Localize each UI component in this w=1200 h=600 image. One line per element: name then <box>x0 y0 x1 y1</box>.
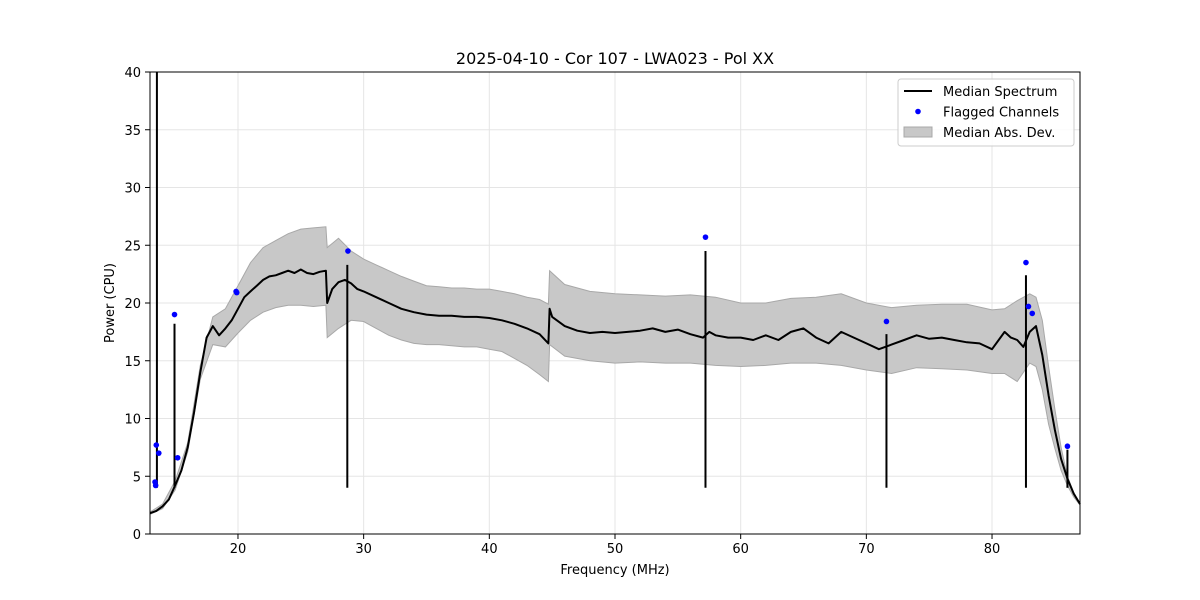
median-spectrum-line <box>149 268 1081 515</box>
y-tick-label: 30 <box>124 182 141 197</box>
y-tick-label: 35 <box>124 124 141 139</box>
legend-label: Median Abs. Dev. <box>943 126 1055 141</box>
y-tick-label: 15 <box>124 355 141 370</box>
flagged-channel-point <box>152 482 159 489</box>
y-tick-label: 20 <box>124 297 141 312</box>
x-tick-label: 20 <box>230 542 247 557</box>
y-tick-label: 10 <box>124 413 141 428</box>
legend-area-swatch <box>903 126 933 138</box>
legend-label: Flagged Channels <box>943 106 1059 121</box>
flagged-channel-point <box>1029 310 1036 317</box>
chart-title: 2025-04-10 - Cor 107 - LWA023 - Pol XX <box>456 49 774 68</box>
flagged-channel-point <box>171 311 178 318</box>
x-tick-label: 50 <box>607 542 624 557</box>
y-tick-label: 25 <box>124 239 141 254</box>
legend: Median Spectrum Flagged Channels Median Ab… <box>897 78 1075 147</box>
flagged-channel-point <box>155 450 162 456</box>
x-tick-label: 40 <box>481 542 498 557</box>
flagged-channel-point <box>883 318 890 325</box>
y-axis-ticks: 0 5 10 15 20 25 30 35 40 <box>124 66 150 543</box>
flagged-channel-point <box>345 248 351 254</box>
x-tick-label: 30 <box>355 542 372 557</box>
flagged-channel-point <box>174 454 181 461</box>
flagged-channels <box>152 234 1071 489</box>
x-axis-ticks: 20 30 40 50 60 70 80 <box>230 534 1001 557</box>
legend-point-swatch <box>915 108 921 115</box>
legend-label: Median Spectrum <box>943 85 1057 100</box>
flagged-channel-point <box>153 442 160 448</box>
flagged-channel-point <box>702 234 709 240</box>
median-spectrum <box>149 72 1081 515</box>
y-axis-label: Power (CPU) <box>103 263 118 343</box>
y-tick-label: 0 <box>133 528 141 543</box>
x-axis-label: Frequency (MHz) <box>560 563 669 578</box>
flagged-channel-point <box>233 289 240 296</box>
y-tick-label: 5 <box>133 470 141 485</box>
y-tick-label: 40 <box>124 66 141 81</box>
flagged-channel-point <box>1023 259 1029 266</box>
x-tick-label: 60 <box>732 542 749 557</box>
flagged-channel-point <box>1025 303 1032 310</box>
legend-box <box>897 78 1075 147</box>
flagged-channel-point <box>1064 443 1071 450</box>
x-tick-label: 70 <box>858 542 875 557</box>
x-tick-label: 80 <box>984 542 1001 557</box>
